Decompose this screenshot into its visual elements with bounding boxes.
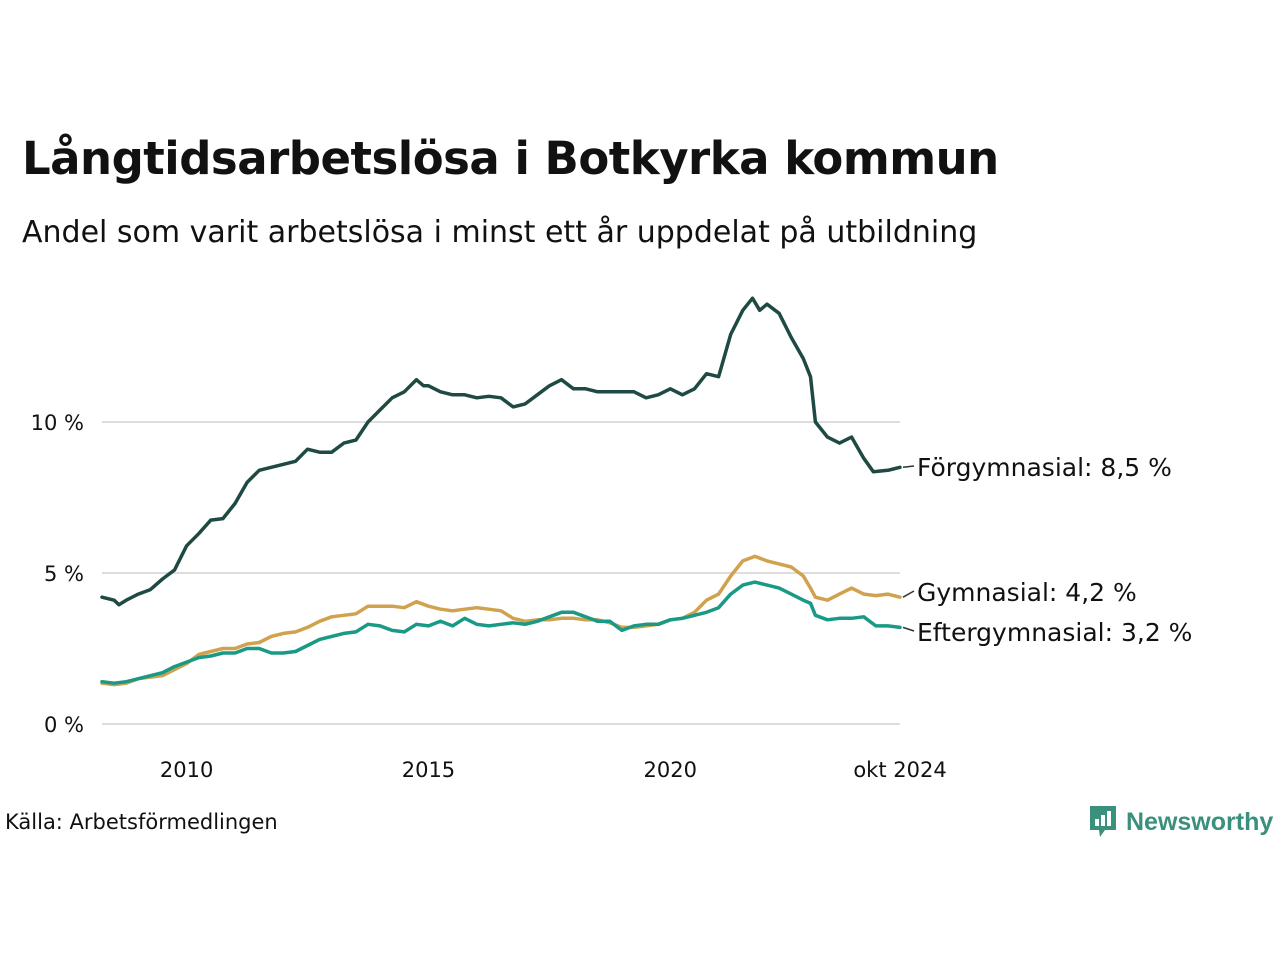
x-tick-label: 2020 <box>644 758 697 782</box>
x-tick-label: 2015 <box>402 758 455 782</box>
source-note: Källa: Arbetsförmedlingen <box>5 810 278 834</box>
end-labels: Förgymnasial: 8,5 % Gymnasial: 4,2 % Efter… <box>902 453 1192 647</box>
end-label-gymnasial: Gymnasial: 4,2 % <box>917 578 1137 607</box>
brand-name: Newsworthy <box>1126 807 1274 836</box>
end-label-connector <box>902 590 915 598</box>
y-tick-label: 5 % <box>44 562 84 586</box>
end-label-forgymnasial: Förgymnasial: 8,5 % <box>917 453 1172 482</box>
end-label-connector <box>902 626 915 632</box>
gridlines <box>102 421 900 725</box>
y-tick-label: 10 % <box>31 411 84 435</box>
newsworthy-logo-icon <box>1090 806 1116 837</box>
series-line-eftergymnasial <box>100 580 902 685</box>
axes: 0 % 5 % 10 % 2010 2015 2020 okt 2024 <box>31 411 947 782</box>
series-line-gymnasial <box>100 554 902 687</box>
x-tick-label: okt 2024 <box>853 758 946 782</box>
end-label-eftergymnasial: Eftergymnasial: 3,2 % <box>917 618 1192 647</box>
chart-title: Långtidsarbetslösa i Botkyrka kommun <box>22 132 999 185</box>
series-line-forgymnasial <box>100 296 902 607</box>
x-tick-label: 2010 <box>160 758 213 782</box>
series-lines <box>100 296 902 687</box>
y-tick-label: 0 % <box>44 713 84 737</box>
chart-subtitle: Andel som varit arbetslösa i minst ett å… <box>22 215 978 250</box>
newsworthy-logo: Newsworthy <box>1088 804 1273 840</box>
end-label-connector <box>902 465 915 469</box>
